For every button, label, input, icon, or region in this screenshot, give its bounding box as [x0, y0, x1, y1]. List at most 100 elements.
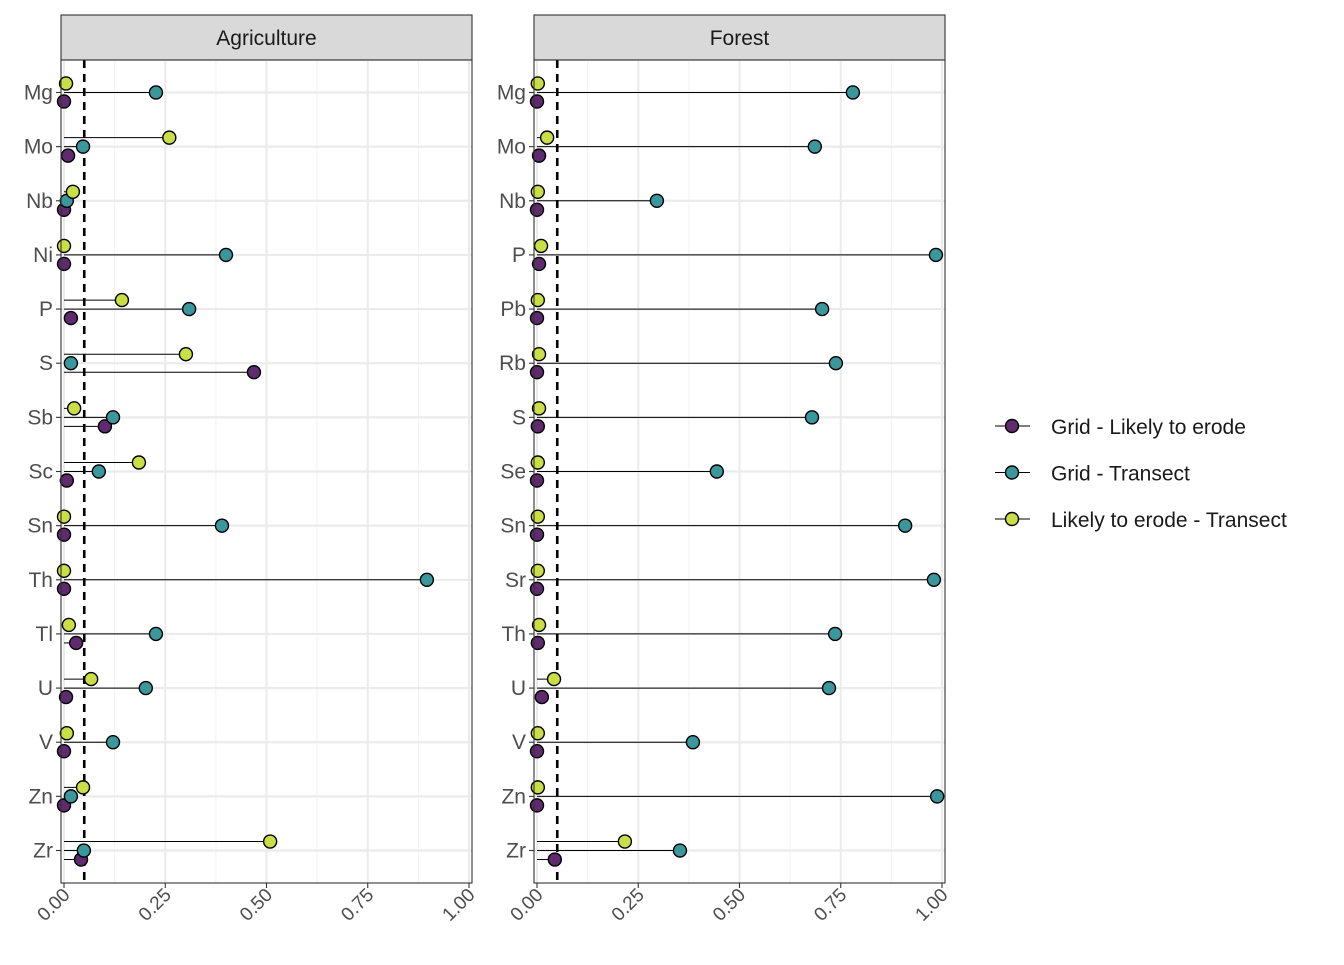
data-point [138, 680, 154, 696]
data-point [148, 85, 164, 100]
data-point [56, 509, 72, 524]
data-point [56, 581, 72, 596]
x-tick-label: 0.75 [810, 885, 851, 926]
y-tick-label: Zr [506, 840, 526, 863]
y-tick-label: Se [500, 461, 526, 484]
y-tick-label: Mg [24, 81, 53, 104]
x-tick-label: 1.00 [912, 885, 953, 926]
data-point [928, 247, 944, 263]
y-tick-label: U [511, 677, 526, 700]
data-point [531, 401, 547, 416]
data-point [218, 247, 234, 263]
legend-item: Likely to erode - Transect [995, 509, 1287, 532]
y-tick-label: P [39, 298, 53, 321]
data-point [531, 148, 547, 163]
data-point [926, 572, 942, 587]
data-point [530, 635, 546, 651]
y-tick-label: Pb [500, 298, 526, 321]
data-point [83, 671, 99, 687]
y-tick-label: Sc [28, 461, 53, 484]
data-point [59, 473, 75, 488]
data-point [529, 365, 545, 380]
data-point [828, 356, 844, 371]
panel-title: Agriculture [216, 27, 316, 50]
data-point [530, 780, 546, 795]
x-tick-label: 0.25 [135, 885, 176, 926]
data-point [419, 572, 435, 587]
data-point [75, 780, 91, 795]
data-point [105, 410, 121, 425]
panel-agriculture: Agriculture Mg Mo Nb Ni P S Sb Sc Sn Th Tl U V Zn Zr 0.0… [24, 14, 480, 926]
panel-forest: Forest Mg Mo Nb P Pb Rb S Se Sn Sr Th U V Zn Zr 0.00 0.25… [497, 14, 953, 926]
panel-title: Forest [710, 27, 770, 50]
y-tick-label: U [38, 677, 53, 700]
data-point [617, 834, 633, 849]
x-tick-label: 1.00 [439, 885, 480, 926]
data-point [529, 473, 545, 488]
data-point [845, 85, 861, 100]
data-point [546, 671, 562, 687]
y-tick-label: Nb [26, 190, 53, 213]
y-tick-label: Th [28, 569, 53, 592]
data-point [531, 617, 547, 633]
data-point [131, 455, 147, 470]
data-point [530, 292, 546, 308]
y-tick-label: V [512, 731, 526, 754]
legend-key-point [1004, 465, 1020, 480]
data-point [68, 635, 84, 651]
legend-item: Grid - Transect [995, 463, 1190, 486]
y-tick-label: V [39, 731, 53, 754]
data-point [804, 410, 820, 425]
y-tick-label: Zn [501, 785, 526, 808]
data-point [529, 527, 545, 542]
data-point [65, 184, 81, 199]
data-point [814, 301, 830, 317]
data-point [539, 130, 555, 145]
data-point [91, 464, 107, 479]
legend-label: Grid - Likely to erode [1051, 416, 1246, 439]
data-point [530, 726, 546, 741]
data-point [58, 76, 74, 91]
data-point [530, 509, 546, 524]
y-tick-label: P [512, 244, 526, 267]
data-point [56, 256, 72, 272]
data-point [59, 726, 75, 741]
data-point [530, 563, 546, 578]
x-tick-label: 0.75 [337, 885, 378, 926]
y-tick-label: Rb [499, 352, 526, 375]
y-tick-label: Mo [497, 136, 526, 159]
data-point [75, 139, 91, 154]
legend: Grid - Likely to erode Grid - Transect Lik… [995, 416, 1287, 532]
y-tick-label: Mg [497, 81, 526, 104]
data-point [547, 852, 563, 867]
x-tick-label: 0.50 [236, 885, 277, 926]
data-point [529, 94, 545, 109]
y-tick-label: Th [501, 623, 526, 646]
data-point [262, 834, 278, 849]
y-tick-label: Sb [27, 406, 53, 429]
data-point [531, 256, 547, 272]
y-tick-label: Ni [33, 244, 53, 267]
data-point [530, 419, 546, 434]
data-point [58, 689, 74, 705]
data-point [529, 581, 545, 596]
data-point [897, 518, 913, 533]
data-point [534, 689, 550, 705]
y-tick-label: Nb [499, 190, 526, 213]
data-point [929, 789, 945, 804]
data-point [178, 347, 194, 362]
y-tick-label: Zn [28, 785, 53, 808]
data-point [531, 347, 547, 362]
data-point [530, 455, 546, 470]
data-point [66, 401, 82, 416]
data-point [821, 680, 837, 696]
data-point [649, 193, 665, 208]
y-tick-label: S [512, 406, 526, 429]
x-tick-label: 0.00 [507, 885, 548, 926]
x-tick-label: 0.50 [709, 885, 750, 926]
data-point [685, 735, 701, 750]
legend-key-point [1004, 418, 1020, 434]
data-point [807, 139, 823, 154]
legend-item: Grid - Likely to erode [995, 416, 1246, 439]
